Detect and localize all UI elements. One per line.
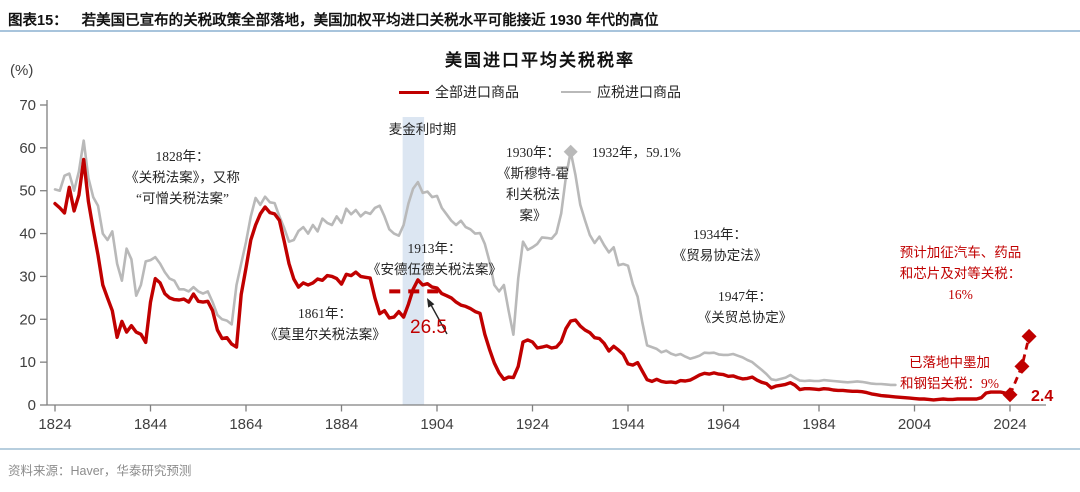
x-tick-label: 1864: [229, 416, 262, 433]
annotation-line: 麦金利时期: [388, 122, 457, 137]
y-tick-label: 40: [19, 226, 36, 243]
annotation-line: 案》: [519, 208, 547, 223]
x-tick-label: 1824: [38, 416, 71, 433]
x-tick-label: 1844: [134, 416, 167, 433]
y-tick-label: 50: [19, 183, 36, 200]
figure-footer: 资料来源：Haver，华泰研究预测: [0, 448, 1080, 492]
annotation-line: 16%: [948, 287, 973, 302]
y-axis-unit-label: (%): [10, 62, 34, 79]
annotation-act-1934: 1934年： 《贸易协定法》: [640, 224, 800, 266]
annotation-expected-tariffs-16: 预计加征汽车、药品 和芯片及对等关税： 16%: [868, 242, 1053, 305]
chart-title: 美国进口平均关税税率: [445, 51, 635, 70]
x-tick-label: 2024: [993, 416, 1026, 433]
legend-line-swatch: [561, 91, 591, 93]
annotation-line: “可憎关税法案”: [136, 191, 229, 206]
annotation-line: 利关税法: [506, 187, 560, 202]
annotation-line: 1947年：: [718, 289, 772, 304]
x-tick-label: 1924: [516, 416, 549, 433]
annotation-line: 《关税法案》，又称: [125, 170, 240, 185]
annotation-line: 1930年：: [506, 145, 560, 160]
x-tick-label: 1884: [325, 416, 358, 433]
figure-title: 若美国已宣布的关税政策全部落地，美国加权平均进口关税水平可能接近 1930 年代…: [81, 13, 659, 29]
forecast-diamond-2: [1021, 328, 1037, 344]
annotation-line: 预计加征汽车、药品: [899, 245, 1022, 260]
legend-item-1: 应税进口商品: [561, 82, 681, 102]
x-tick-label: 1944: [611, 416, 644, 433]
source-note: 资料来源：Haver，华泰研究预测: [8, 464, 192, 478]
annotation-line: 已落地中墨加: [909, 355, 990, 370]
annotation-landed-tariffs-9: 已落地中墨加 和钢铝关税：9%: [862, 352, 1037, 394]
y-tick-label: 10: [19, 354, 36, 371]
annotation-line: 和钢铝关税：9%: [900, 376, 999, 391]
annotation-mckinley-period: 麦金利时期: [355, 119, 490, 140]
annotation-line: 2.4: [1031, 388, 1054, 405]
annotation-line: 《斯穆特-霍: [497, 166, 569, 181]
y-tick-label: 20: [19, 311, 36, 328]
annotation-line: 1932年，59.1%: [592, 145, 681, 160]
annotation-end-label-2-4: 2.4: [1031, 386, 1077, 407]
figure-header: 图表15： 若美国已宣布的关税政策全部落地，美国加权平均进口关税水平可能接近 19…: [0, 0, 1080, 32]
annotation-line: 1913年：: [407, 241, 462, 256]
x-tick-label: 1984: [802, 416, 835, 433]
legend-item-0: 全部进口商品: [399, 82, 519, 102]
y-tick-label: 30: [19, 268, 36, 285]
figure-number: 图表15：: [8, 13, 68, 29]
annotation-line: 1861年：: [298, 306, 352, 321]
annotation-act-1913: 1913年： 《安德伍德关税法案》: [322, 238, 547, 280]
annotation-line: 1934年：: [693, 227, 747, 242]
annotation-act-1828: 1828年： 《关税法案》，又称 “可憎关税法案”: [85, 146, 280, 209]
legend-label: 全部进口商品: [435, 86, 519, 101]
annotation-act-1861: 1861年： 《莫里尔关税法案》: [225, 303, 425, 345]
y-tick-label: 0: [28, 397, 36, 414]
annotation-gatt-1947: 1947年： 《关贸总协定》: [665, 286, 825, 328]
x-tick-label: 2004: [898, 416, 931, 433]
chart-legend: 全部进口商品 应税进口商品: [0, 82, 1080, 102]
annotation-arrowhead: [427, 298, 435, 308]
y-tick-label: 60: [19, 140, 36, 157]
annotation-line: 《莫里尔关税法案》: [264, 327, 386, 342]
annotation-line: 1828年：: [155, 149, 210, 164]
annotation-ref-label-26-5: 26.5: [410, 317, 480, 338]
annotation-act-1930: 1930年： 《斯穆特-霍 利关税法案》: [483, 142, 583, 226]
legend-label: 应税进口商品: [597, 86, 681, 101]
annotation-peak-1932-label: 1932年，59.1%: [592, 142, 772, 163]
annotation-line: 26.5: [410, 317, 447, 338]
annotation-line: 《安德伍德关税法案》: [367, 262, 502, 277]
x-tick-label: 1964: [707, 416, 740, 433]
annotation-line: 《贸易协定法》: [672, 248, 768, 263]
x-tick-label: 1904: [420, 416, 453, 433]
annotation-line: 《关贸总协定》: [697, 310, 793, 325]
legend-line-swatch: [399, 90, 429, 94]
annotation-line: 和芯片及对等关税：: [899, 266, 1022, 281]
